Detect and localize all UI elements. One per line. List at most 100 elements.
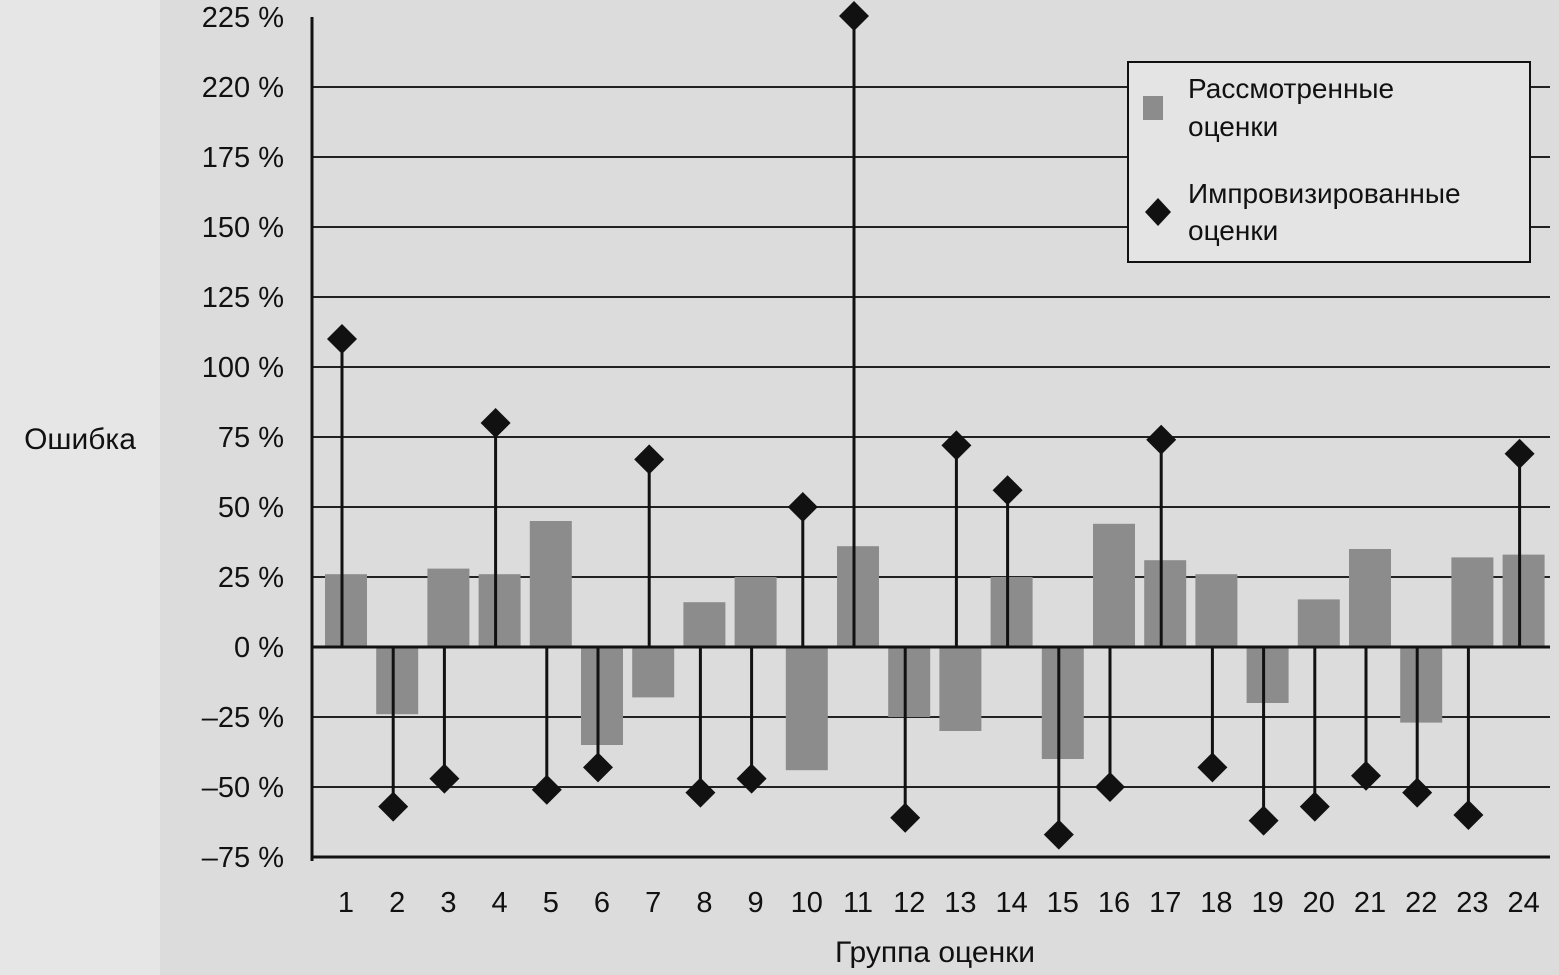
x-tick-label: 1 bbox=[338, 887, 354, 919]
y-tick-label: 150 % bbox=[202, 212, 284, 244]
y-tick-label: 100 % bbox=[202, 352, 284, 384]
bar bbox=[1502, 554, 1545, 647]
y-tick-label: 220 % bbox=[202, 72, 284, 104]
marker-point bbox=[787, 492, 818, 522]
bar bbox=[632, 647, 675, 698]
legend-box bbox=[1127, 61, 1531, 263]
marker-point bbox=[839, 1, 869, 31]
bar bbox=[427, 568, 470, 647]
x-tick-label: 12 bbox=[893, 887, 925, 919]
x-tick-label: 8 bbox=[696, 887, 712, 919]
x-tick-label: 17 bbox=[1149, 887, 1181, 919]
marker-point bbox=[1197, 752, 1228, 783]
bar bbox=[1144, 560, 1187, 647]
bar bbox=[1195, 574, 1238, 647]
bar bbox=[325, 574, 367, 647]
y-tick-labels: 225 % 220 % 175 % 150 % 125 % 100 % 75 % 50 % 25… bbox=[202, 2, 284, 874]
y-tick-label: 50 % bbox=[218, 492, 284, 524]
legend: Рассмотренные оценки Импровизированные о… bbox=[1127, 61, 1531, 263]
legend-bar-label-1: Рассмотренные bbox=[1188, 73, 1394, 104]
bar bbox=[1041, 647, 1084, 759]
y-tick-label: 0 % bbox=[234, 632, 284, 664]
bar bbox=[837, 546, 879, 647]
marker-point bbox=[1504, 438, 1535, 469]
axes bbox=[310, 17, 1550, 861]
bar bbox=[376, 647, 419, 715]
bar bbox=[1093, 523, 1135, 647]
marker-point bbox=[685, 777, 716, 808]
marker-point bbox=[634, 444, 665, 475]
legend-bar-swatch bbox=[1143, 96, 1163, 120]
y-axis-title: Ошибка bbox=[24, 423, 136, 456]
marker-point bbox=[890, 802, 921, 833]
x-tick-label: 6 bbox=[594, 887, 610, 919]
marker-point bbox=[941, 430, 972, 461]
marker-point bbox=[531, 774, 562, 805]
x-tick-label: 18 bbox=[1200, 887, 1232, 919]
bar bbox=[1297, 599, 1340, 647]
marker-point bbox=[1299, 791, 1330, 822]
y-tick-label: –50 % bbox=[202, 772, 284, 804]
legend-marker-label-1: Импровизированные bbox=[1188, 178, 1461, 209]
bar-series bbox=[325, 521, 1545, 771]
x-axis-title: Группа оценки bbox=[835, 936, 1035, 969]
marker-point bbox=[992, 475, 1023, 506]
bar bbox=[683, 602, 726, 647]
marker-point bbox=[583, 752, 613, 783]
marker-point bbox=[1043, 819, 1074, 850]
bar bbox=[529, 521, 572, 647]
marker-point bbox=[1402, 777, 1433, 808]
y-tick-label: 175 % bbox=[202, 142, 284, 174]
marker-series bbox=[327, 1, 1535, 850]
marker-point bbox=[1095, 772, 1125, 802]
marker-point bbox=[480, 408, 511, 438]
x-tick-label: 20 bbox=[1303, 887, 1335, 919]
bar bbox=[1400, 647, 1443, 723]
y-tick-label: 225 % bbox=[202, 2, 284, 34]
y-tick-label: 75 % bbox=[218, 422, 284, 454]
x-tick-label: 9 bbox=[748, 887, 764, 919]
x-tick-label: 23 bbox=[1456, 887, 1488, 919]
bar bbox=[1246, 647, 1289, 703]
marker-point bbox=[1146, 424, 1177, 455]
bar bbox=[888, 647, 931, 717]
marker-point bbox=[1248, 805, 1279, 836]
x-tick-label: 7 bbox=[645, 887, 661, 919]
bar bbox=[1349, 549, 1391, 647]
y-tick-label: –75 % bbox=[202, 842, 284, 874]
bar bbox=[1451, 557, 1494, 647]
x-tick-label: 14 bbox=[995, 887, 1027, 919]
y-tick-label: 125 % bbox=[202, 282, 284, 314]
x-tick-label: 24 bbox=[1507, 887, 1539, 919]
x-tick-label: 5 bbox=[543, 887, 559, 919]
bar bbox=[990, 577, 1033, 647]
bar bbox=[478, 574, 521, 647]
x-tick-label: 13 bbox=[944, 887, 976, 919]
x-tick-label: 10 bbox=[791, 887, 823, 919]
bar bbox=[734, 577, 777, 647]
legend-diamond-swatch bbox=[1145, 198, 1171, 226]
marker-point bbox=[429, 763, 460, 794]
marker-point bbox=[1453, 800, 1484, 830]
legend-marker-label-2: оценки bbox=[1188, 215, 1278, 246]
y-tick-label: 25 % bbox=[218, 562, 284, 594]
x-tick-label: 2 bbox=[389, 887, 405, 919]
x-tick-label: 15 bbox=[1047, 887, 1079, 919]
x-tick-label: 3 bbox=[440, 887, 456, 919]
bar bbox=[581, 647, 623, 745]
x-tick-label: 4 bbox=[492, 887, 508, 919]
y-tick-label: –25 % bbox=[202, 702, 284, 734]
x-tick-label: 21 bbox=[1354, 887, 1386, 919]
x-tick-label: 22 bbox=[1405, 887, 1437, 919]
x-tick-label: 16 bbox=[1098, 887, 1130, 919]
bar bbox=[939, 647, 982, 731]
marker-point bbox=[736, 763, 767, 794]
x-tick-label: 11 bbox=[843, 887, 873, 919]
x-tick-label: 19 bbox=[1251, 887, 1283, 919]
marker-point bbox=[1351, 760, 1381, 791]
bar bbox=[785, 647, 828, 771]
marker-point bbox=[327, 324, 357, 354]
marker-stems bbox=[340, 16, 1522, 835]
